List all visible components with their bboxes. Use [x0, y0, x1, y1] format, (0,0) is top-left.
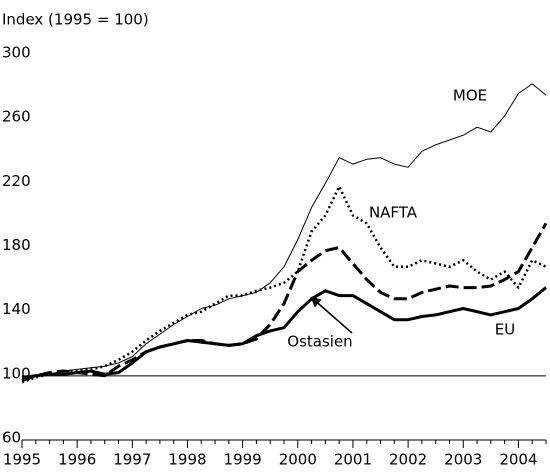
y-tick-label: 140: [2, 300, 31, 318]
x-tick-label: 1997: [113, 451, 151, 469]
y-tick-label: 260: [2, 108, 31, 126]
x-tick-label: 1995: [3, 451, 41, 469]
y-tick-label: 180: [2, 236, 31, 254]
x-tick-label: 1999: [224, 451, 262, 469]
y-tick-label: 60: [2, 429, 21, 447]
y-tick-label: 220: [2, 172, 31, 190]
series-label: NAFTA: [369, 204, 418, 222]
series-line: [21, 185, 547, 384]
y-axis-label: Index (1995 = 100): [2, 11, 149, 29]
x-tick-label: 2004: [499, 451, 537, 469]
annotation-arrow: [310, 296, 353, 334]
series-line: [21, 286, 547, 379]
series-label: EU: [495, 321, 515, 339]
series-line: [21, 83, 547, 380]
series-label: MOE: [453, 87, 487, 105]
x-tick-label: 1996: [58, 451, 96, 469]
x-tick-label: 2000: [279, 451, 317, 469]
x-tick-label: 1998: [168, 451, 206, 469]
series-label: Ostasien: [287, 333, 352, 351]
x-tick-label: 2002: [389, 451, 427, 469]
x-tick-label: 2003: [444, 451, 482, 469]
series-line: [21, 222, 548, 383]
y-tick-label: 300: [2, 44, 31, 62]
x-tick-label: 2001: [334, 451, 372, 469]
